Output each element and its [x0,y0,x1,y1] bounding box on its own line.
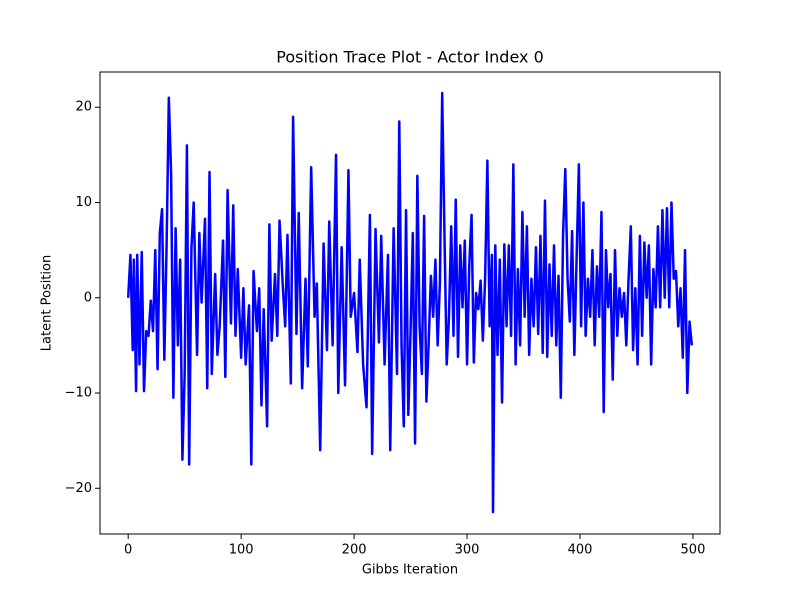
x-tick-label: 100 [229,543,254,558]
x-tick-label: 300 [455,543,480,558]
y-tick-label: −10 [65,386,92,401]
x-tick-label: 200 [342,543,367,558]
y-tick-label: 0 [84,290,92,305]
y-tick-label: 20 [75,100,92,115]
chart-title: Position Trace Plot - Actor Index 0 [276,48,544,67]
y-tick-label: −20 [65,481,92,496]
x-tick-label: 500 [681,543,706,558]
y-axis-label: Latent Position [40,255,55,351]
x-axis-label: Gibbs Iteration [362,563,458,578]
axes-frame [99,71,721,535]
y-tick-label: 10 [75,195,92,210]
x-tick-label: 400 [568,543,593,558]
trace-line [126,91,694,514]
x-tick-label: 0 [124,543,132,558]
